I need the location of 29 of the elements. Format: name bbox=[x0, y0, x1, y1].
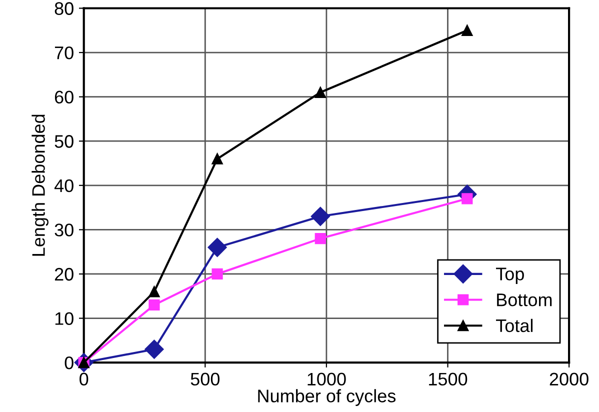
y-tick-label: 30 bbox=[54, 224, 74, 236]
y-tick-label: 70 bbox=[54, 46, 74, 60]
point bbox=[208, 238, 227, 257]
x-tick-label: 2000 bbox=[550, 372, 588, 386]
point bbox=[144, 340, 164, 359]
point bbox=[314, 86, 326, 98]
y-tick-label: 20 bbox=[54, 268, 74, 281]
legend-label: Total bbox=[496, 318, 533, 332]
point bbox=[148, 299, 160, 311]
y-tick-label: 0 bbox=[64, 356, 74, 370]
x-axis-title: Number of cycles bbox=[258, 389, 396, 406]
legend-label: Top bbox=[496, 268, 524, 284]
y-tick-label: 60 bbox=[54, 90, 74, 104]
y-axis-title: Length Debonded bbox=[32, 114, 48, 256]
x-tick-label: 500 bbox=[190, 372, 220, 386]
legend-label: Bottom bbox=[497, 294, 552, 306]
point bbox=[212, 268, 223, 280]
point bbox=[212, 153, 223, 164]
point bbox=[462, 24, 473, 36]
x-tick-label: 0 bbox=[80, 372, 88, 386]
point bbox=[314, 232, 326, 244]
y-tick-label: 10 bbox=[55, 312, 74, 325]
point bbox=[148, 286, 160, 298]
point bbox=[310, 206, 330, 226]
x-tick-label: 1500 bbox=[429, 372, 468, 386]
x-tick-label: 1000 bbox=[308, 372, 346, 386]
y-tick-label: 80 bbox=[54, 2, 74, 15]
y-tick-label: 40 bbox=[54, 179, 74, 192]
y-tick-label: 50 bbox=[54, 135, 74, 148]
